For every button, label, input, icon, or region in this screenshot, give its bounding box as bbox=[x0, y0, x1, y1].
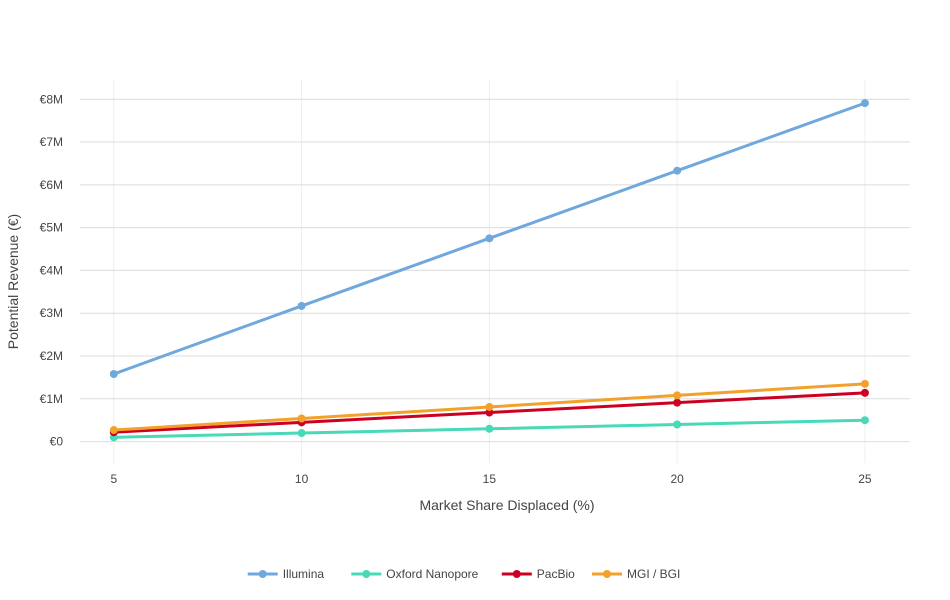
y-tick-label: €7M bbox=[40, 135, 63, 149]
y-tick-label: €2M bbox=[40, 349, 63, 363]
data-point[interactable] bbox=[673, 391, 681, 399]
legend-item[interactable]: Oxford Nanopore bbox=[351, 567, 478, 581]
x-axis-title: Market Share Displaced (%) bbox=[419, 497, 594, 513]
legend-label: MGI / BGI bbox=[627, 567, 680, 581]
legend-swatch-marker bbox=[259, 570, 267, 578]
y-tick-label: €3M bbox=[40, 306, 63, 320]
data-point[interactable] bbox=[298, 302, 306, 310]
legend-item[interactable]: Illumina bbox=[248, 567, 325, 581]
y-tick-label: €6M bbox=[40, 178, 63, 192]
data-point[interactable] bbox=[110, 426, 118, 434]
data-point[interactable] bbox=[673, 167, 681, 175]
data-point[interactable] bbox=[861, 416, 869, 424]
y-axis-title: Potential Revenue (€) bbox=[5, 214, 21, 349]
x-tick-label: 15 bbox=[483, 472, 497, 486]
y-axis-ticks: €0 €1M €2M €3M €4M €5M €6M €7M €8M bbox=[40, 92, 64, 448]
legend-label: Illumina bbox=[283, 567, 325, 581]
data-point[interactable] bbox=[861, 99, 869, 107]
x-tick-label: 20 bbox=[670, 472, 684, 486]
data-point[interactable] bbox=[298, 414, 306, 422]
legend-item[interactable]: PacBio bbox=[502, 567, 575, 581]
data-point[interactable] bbox=[673, 399, 681, 407]
data-point[interactable] bbox=[485, 403, 493, 411]
x-tick-label: 10 bbox=[295, 472, 309, 486]
y-tick-label: €4M bbox=[40, 263, 63, 277]
legend-label: Oxford Nanopore bbox=[386, 567, 478, 581]
y-tick-label: €5M bbox=[40, 221, 63, 235]
data-point[interactable] bbox=[861, 389, 869, 397]
x-axis-ticks: 5 10 15 20 25 bbox=[110, 472, 871, 486]
legend-item[interactable]: MGI / BGI bbox=[592, 567, 680, 581]
y-tick-label: €8M bbox=[40, 92, 63, 106]
y-tick-label: €1M bbox=[40, 392, 63, 406]
y-tick-label: €0 bbox=[50, 435, 64, 449]
data-point[interactable] bbox=[861, 380, 869, 388]
legend-swatch-marker bbox=[603, 570, 611, 578]
legend-swatch-marker bbox=[362, 570, 370, 578]
data-point[interactable] bbox=[485, 234, 493, 242]
data-point[interactable] bbox=[673, 420, 681, 428]
legend-swatch-marker bbox=[513, 570, 521, 578]
data-point[interactable] bbox=[110, 370, 118, 378]
legend-label: PacBio bbox=[537, 567, 575, 581]
x-tick-label: 5 bbox=[110, 472, 117, 486]
legend[interactable]: Illumina Oxford Nanopore PacBio MGI / BGI bbox=[248, 567, 681, 581]
data-point[interactable] bbox=[298, 429, 306, 437]
x-tick-label: 25 bbox=[858, 472, 872, 486]
data-point[interactable] bbox=[485, 425, 493, 433]
